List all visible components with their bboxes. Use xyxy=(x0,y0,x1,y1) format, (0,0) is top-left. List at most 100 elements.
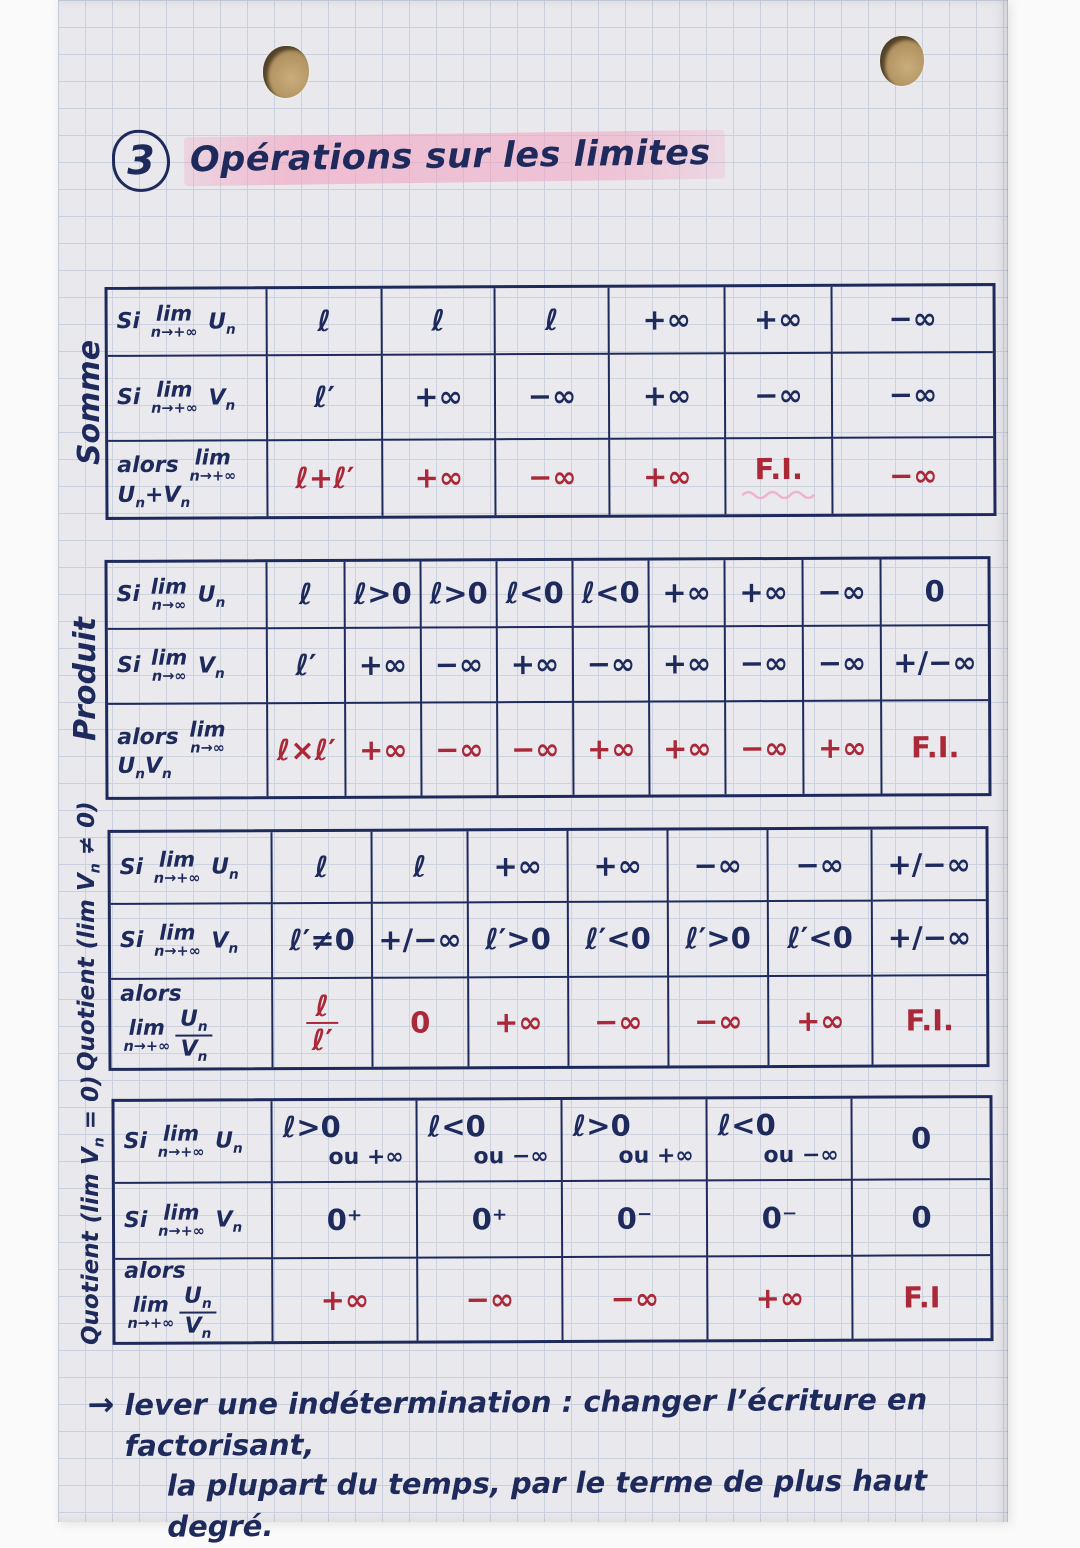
table-cell: F.I. xyxy=(905,1003,955,1038)
table-cell: +/−∞ xyxy=(872,829,986,902)
table-cell: +∞ xyxy=(574,702,651,795)
table-cell: ℓ<0 ou −∞ xyxy=(707,1098,853,1182)
limits-table-quotient-vn-nul: Si lim n→+∞ Un ℓ>0 ou +∞ ℓ<0 ou −∞ ℓ>0 ou +∞ ℓ<0… xyxy=(111,1095,994,1345)
table-cell: −∞ xyxy=(498,702,575,796)
table-cell: ℓ′>0 xyxy=(668,902,770,978)
table-cell: ℓ<0 xyxy=(497,560,574,629)
table-side-label-produit: Produit xyxy=(68,617,103,741)
table-cell: ℓ xyxy=(267,561,346,630)
table-cell: −∞ xyxy=(832,353,994,439)
table-cell: +/−∞ xyxy=(872,901,987,977)
table-cell: −∞ xyxy=(832,286,993,354)
table-cell: +∞ xyxy=(708,1256,854,1340)
row-label: Si lim n→∞ Un xyxy=(107,562,268,630)
footnote-line-1: lever une indétermination : changer l’éc… xyxy=(124,1382,928,1463)
table-cell: +∞ xyxy=(610,439,727,515)
row-label: Si lim n→∞ Vn xyxy=(107,629,269,705)
table-cell: ℓ ℓ′ xyxy=(273,978,374,1068)
table-cell: +∞ xyxy=(469,977,570,1067)
table-cell: −∞ xyxy=(421,628,499,704)
notebook-page: 3 Opérations sur les limites Somme Si lim… xyxy=(58,0,1008,1543)
table-cell: ℓ xyxy=(382,288,496,356)
table-cell: 0⁺ xyxy=(417,1181,564,1259)
table-cell: F.I. xyxy=(726,438,834,515)
footnote-line-2: la plupart du temps, par le terme de plu… xyxy=(166,1463,928,1544)
table-cell: +∞ xyxy=(804,701,883,794)
table-cell: +∞ xyxy=(383,440,497,516)
table-cell: ℓ xyxy=(272,831,373,905)
table-cell: +∞ xyxy=(769,976,874,1066)
footnote: → lever une indétermination : changer l’… xyxy=(87,1379,1008,1548)
row-label: Si lim n→+∞ Vn xyxy=(114,1183,274,1260)
limits-table-quotient-vn-non-nul: Si lim n→+∞ Un ℓ ℓ +∞ +∞ −∞ −∞ +/−∞ Si lim n→+∞ Vn… xyxy=(107,826,990,1071)
table-cell: +∞ xyxy=(725,286,833,355)
table-cell: ℓ<0 ou −∞ xyxy=(417,1099,563,1183)
table-cell: +∞ xyxy=(609,287,726,355)
row-label: Si lim n→+∞ Un xyxy=(110,832,273,905)
table-cell: −∞ xyxy=(803,626,883,702)
table-cell: −∞ xyxy=(573,627,651,703)
punch-hole-icon xyxy=(263,46,309,98)
table-cell: ℓ+ℓ′ xyxy=(268,440,384,517)
table-cell: ℓ xyxy=(267,288,383,357)
table-cell: ℓ′ xyxy=(267,355,384,442)
table-cell: −∞ xyxy=(495,354,611,441)
table-side-label-somme: Somme xyxy=(72,339,107,466)
table-cell: ℓ<0 xyxy=(573,560,650,628)
table-side-label-quotient-vn-nul: Quotient (lim Vn = 0) xyxy=(78,1075,108,1345)
table-cell: −∞ xyxy=(569,977,670,1066)
section-number: 3 xyxy=(111,129,171,193)
row-label: Si lim n→+∞ Vn xyxy=(107,356,269,442)
row-label: Si lim n→+∞ Un xyxy=(107,289,268,357)
table-cell: −∞ xyxy=(725,353,834,440)
limits-table-somme: Si lim n→+∞ Un ℓ ℓ ℓ +∞ +∞ −∞ Si lim n→+∞ Vn ℓ′ +∞ −… xyxy=(104,283,997,520)
table-cell: +∞ xyxy=(346,703,423,796)
table-cell: −∞ xyxy=(726,701,805,795)
page-title: 3 Opérations sur les limites xyxy=(111,122,726,193)
table-cell: −∞ xyxy=(496,439,611,516)
row-label: alors lim n→∞ UnVn xyxy=(108,704,269,797)
table-cell: +∞ xyxy=(497,627,575,704)
table-cell: +∞ xyxy=(725,559,804,628)
table-cell: −∞ xyxy=(422,703,499,796)
table-cell: ℓ>0 xyxy=(345,561,422,629)
table-cell: +∞ xyxy=(468,830,569,904)
row-label: alors lim n→+∞ Un Vn xyxy=(115,1259,274,1342)
row-label: Si lim n→+∞ Vn xyxy=(110,904,274,980)
table-cell: −∞ xyxy=(889,458,938,493)
pink-scribble xyxy=(740,490,815,499)
table-cell: ℓ>0 xyxy=(421,561,498,629)
table-cell: 0 xyxy=(852,1098,990,1181)
table-cell: −∞ xyxy=(768,829,873,903)
row-label: alors lim n→+∞ Un+Vn xyxy=(108,441,269,517)
table-cell: −∞ xyxy=(563,1257,709,1340)
table-cell: ℓ xyxy=(372,831,469,904)
table-cell: +∞ xyxy=(649,627,727,703)
table-cell: +∞ xyxy=(609,354,727,440)
table-cell: F.I xyxy=(903,1280,941,1315)
table-cell: ℓ xyxy=(495,287,610,356)
table-cell: +/−∞ xyxy=(372,903,470,979)
table-cell: 0⁻ xyxy=(562,1181,709,1258)
table-cell: ℓ′≠0 xyxy=(272,903,374,980)
table-cell: ℓ×ℓ′ xyxy=(268,703,347,797)
table-cell: ℓ′>0 xyxy=(468,902,570,979)
table-cell: −∞ xyxy=(668,830,769,903)
row-label: Si lim n→+∞ Un xyxy=(114,1101,273,1184)
table-cell: +∞ xyxy=(568,830,669,903)
limits-table-produit: Si lim n→∞ Un ℓ ℓ>0 ℓ>0 ℓ<0 ℓ<0 +∞ +∞ −∞ 0 Si lim n→… xyxy=(104,556,992,800)
table-cell: −∞ xyxy=(725,626,805,703)
table-cell: 0⁺ xyxy=(272,1182,419,1260)
table-cell: 0 xyxy=(852,1180,991,1257)
table-cell: +∞ xyxy=(273,1258,419,1342)
table-cell: ℓ>0 ou +∞ xyxy=(272,1100,418,1184)
arrow-icon: → xyxy=(87,1385,115,1424)
table-cell: +∞ xyxy=(345,628,423,704)
table-cell: +∞ xyxy=(382,355,497,441)
table-cell: +∞ xyxy=(650,702,727,795)
table-side-label-quotient-vn-non-nul: Quotient (lim Vn ≠ 0) xyxy=(74,801,104,1071)
table-cell: −∞ xyxy=(803,559,882,627)
table-cell: −∞ xyxy=(669,977,770,1066)
table-cell: +/−∞ xyxy=(881,626,989,702)
table-cell: 0 xyxy=(881,559,988,627)
